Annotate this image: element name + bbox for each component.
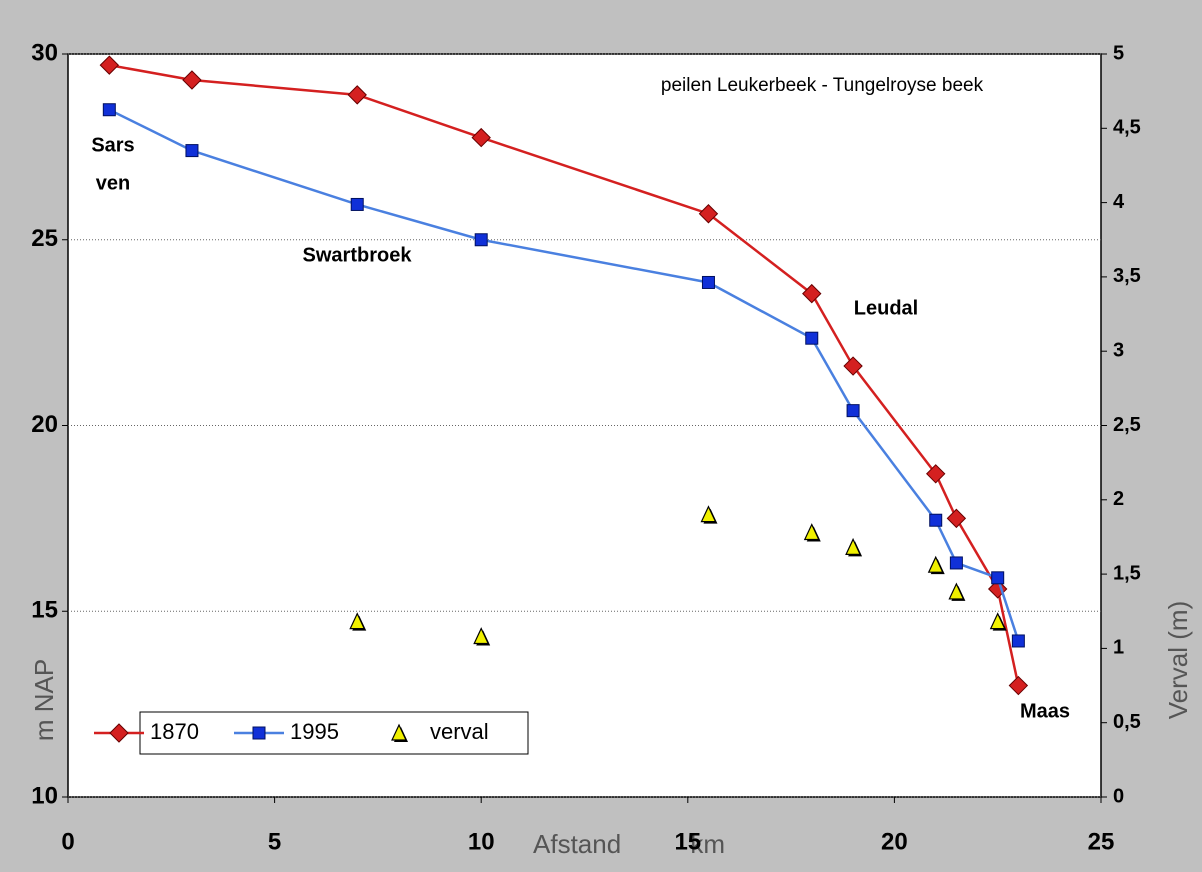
x-tick-label: 0 <box>61 828 74 855</box>
data-point <box>991 571 1005 585</box>
y2-tick-label: 3,5 <box>1113 265 1141 287</box>
data-point <box>474 233 488 247</box>
data-point <box>182 70 202 90</box>
x-tick-label: 5 <box>268 828 281 855</box>
y-tick-label: 20 <box>31 411 58 438</box>
y2-tick-label: 5 <box>1113 42 1124 64</box>
annotation: Sars <box>91 134 134 156</box>
data-point <box>946 508 967 529</box>
data-point <box>926 464 946 484</box>
data-point <box>929 513 943 527</box>
data-point <box>701 275 715 289</box>
legend-label: verval <box>430 719 489 744</box>
annotation: Maas <box>1020 700 1070 722</box>
legend-label: 1995 <box>290 719 339 744</box>
data-point <box>347 85 367 105</box>
data-point <box>471 127 491 148</box>
data-point <box>350 197 364 211</box>
legend-box <box>139 711 529 755</box>
y-tick-label: 10 <box>31 782 58 809</box>
data-point <box>185 144 199 158</box>
y2-tick-label: 0 <box>1113 785 1124 807</box>
y2-tick-label: 3 <box>1113 339 1124 361</box>
data-point <box>803 523 820 541</box>
data-point <box>99 55 120 75</box>
y2-tick-label: 4 <box>1113 191 1125 213</box>
y2-tick-label: 2,5 <box>1113 414 1141 436</box>
legend-marker <box>109 723 129 743</box>
x-tick-label: 10 <box>468 828 495 855</box>
y2-tick-label: 0,5 <box>1113 711 1141 733</box>
data-point <box>843 356 863 376</box>
y-tick-label: 15 <box>31 597 58 624</box>
y2-axis-label: Verval (m) <box>1163 601 1193 719</box>
data-point <box>927 555 944 573</box>
data-point <box>846 404 860 418</box>
data-point <box>845 537 862 555</box>
y2-tick-label: 1,5 <box>1113 562 1141 584</box>
y-tick-label: 25 <box>31 225 58 252</box>
x-tick-label: 15 <box>674 828 701 855</box>
data-point <box>349 612 366 630</box>
data-point <box>102 103 116 117</box>
data-point <box>989 612 1006 630</box>
y2-tick-label: 4,5 <box>1113 117 1141 139</box>
data-point <box>802 283 822 304</box>
chart-title: peilen Leukerbeek - Tungelroyse beek <box>661 75 984 96</box>
legend-label: 1870 <box>150 719 199 744</box>
data-point <box>473 627 490 645</box>
data-point <box>700 505 717 523</box>
legend-marker <box>252 726 266 740</box>
y2-tick-label: 2 <box>1113 488 1124 510</box>
y2-tick-label: 1 <box>1113 637 1124 659</box>
data-point <box>698 204 719 224</box>
legend-marker <box>391 723 407 741</box>
x-tick-label: 25 <box>1088 828 1115 855</box>
data-point <box>948 582 965 600</box>
x-axis-label: Afstand km <box>533 829 725 859</box>
x-tick-label: 20 <box>881 828 908 855</box>
data-point <box>1008 675 1029 696</box>
annotation: ven <box>96 172 130 194</box>
data-point <box>949 556 963 570</box>
y-axis-label: m NAP <box>29 659 59 741</box>
annotation: Swartbroek <box>303 244 413 266</box>
annotation: Leudal <box>854 297 918 319</box>
data-point <box>805 331 819 345</box>
data-point <box>1011 634 1025 648</box>
y-tick-label: 30 <box>31 39 58 66</box>
